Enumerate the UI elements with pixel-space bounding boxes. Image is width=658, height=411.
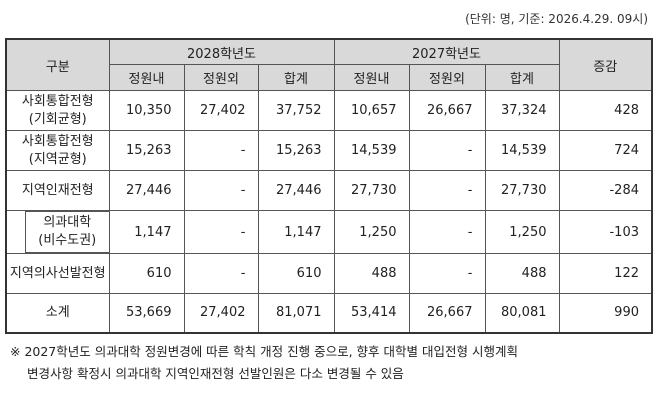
label-line: 지역인재전형 bbox=[21, 182, 94, 198]
table-cell: 27,730 bbox=[333, 170, 410, 211]
table-cell: 1,147 bbox=[108, 210, 185, 254]
table-cell: 14,539 bbox=[333, 130, 410, 171]
label-line: 소계 bbox=[45, 304, 70, 320]
table-cell: 53,414 bbox=[333, 293, 410, 333]
row-label: 소계 bbox=[5, 293, 110, 333]
table-cell: - bbox=[183, 253, 259, 294]
table-cell: 990 bbox=[558, 293, 653, 333]
table-cell: - bbox=[408, 170, 486, 211]
table-cell: 724 bbox=[558, 130, 653, 171]
table-cell: 488 bbox=[484, 253, 560, 294]
table-cell: 610 bbox=[257, 253, 335, 294]
table-cell: - bbox=[183, 130, 259, 171]
table-cell: 488 bbox=[333, 253, 410, 294]
table-cell: 10,350 bbox=[108, 90, 185, 131]
table-row: 사회통합전형 (기회균형) 10,350 27,402 37,752 10,657 26,6… bbox=[5, 90, 653, 131]
table-cell: 428 bbox=[558, 90, 653, 131]
table-row: 지역인재전형 27,446-27,446 27,730-27,730 -284 bbox=[5, 170, 653, 211]
header-cell: 증감 bbox=[558, 38, 653, 91]
table-cell: 14,539 bbox=[484, 130, 560, 171]
table-cell: 1,250 bbox=[333, 210, 410, 254]
footnote-line: ※ 2027학년도 의과대학 정원변경에 따른 학칙 개정 진행 중으로, 향후… bbox=[10, 344, 518, 359]
table-row: 소계 53,669 27,402 81,071 53,414 26,667 80,081 99… bbox=[5, 293, 653, 333]
header-cell: 구분 bbox=[5, 38, 110, 91]
table-cell: 26,667 bbox=[408, 293, 486, 333]
table-cell: 27,446 bbox=[257, 170, 335, 211]
data-table: 구분 2028학년도 2027학년도 증감 정원내 정원외 합계 정원내 정원외 합계 사회통합전… bbox=[5, 38, 653, 334]
label-line: 지역의사선발전형 bbox=[9, 265, 106, 281]
label-line: (지역균형) bbox=[28, 151, 87, 167]
header-group: 2027학년도 bbox=[333, 38, 560, 65]
label-line: (비수도권) bbox=[38, 233, 97, 248]
table-cell: 27,446 bbox=[108, 170, 185, 211]
table-cell: -103 bbox=[558, 210, 653, 254]
label-box: 사회통합전형 (지역균형) bbox=[7, 133, 109, 169]
table-row: 사회통합전형 (지역균형) 15,263-15,263 14,539-14,539 72… bbox=[5, 130, 653, 171]
label-line: 의과대학 bbox=[43, 215, 92, 230]
header-cell: 정원외 bbox=[408, 64, 486, 91]
table-cell: 610 bbox=[108, 253, 185, 294]
label-line: 사회통합전형 bbox=[21, 133, 94, 149]
footnote: ※ 2027학년도 의과대학 정원변경에 따른 학칙 개정 진행 중으로, 향후… bbox=[10, 341, 518, 385]
header-cell: 정원내 bbox=[333, 64, 410, 91]
table-row: 의과대학 (비수도권) 1,147-1,147 1,250-1,250 -103 bbox=[5, 210, 653, 254]
table-cell: 37,324 bbox=[484, 90, 560, 131]
label-line: 사회통합전형 bbox=[21, 93, 94, 109]
table-cell: 15,263 bbox=[108, 130, 185, 171]
header-cell: 정원외 bbox=[183, 64, 259, 91]
footnote-line: 변경사항 확정시 의과대학 지역인재전형 선발인원은 다소 변경될 수 있음 bbox=[27, 366, 404, 381]
table-cell: - bbox=[408, 130, 486, 171]
label-box: 의과대학 (비수도권) bbox=[25, 211, 109, 253]
table-cell: 80,081 bbox=[484, 293, 560, 333]
table-cell: 26,667 bbox=[408, 90, 486, 131]
table-cell: 10,657 bbox=[333, 90, 410, 131]
row-label: 지역인재전형 bbox=[5, 170, 110, 211]
table-cell: - bbox=[183, 170, 259, 211]
table-cell: 1,250 bbox=[484, 210, 560, 254]
table-cell: 53,669 bbox=[108, 293, 185, 333]
table-cell: 27,402 bbox=[183, 293, 259, 333]
table-row: 지역의사선발전형 610-610 488-488 122 bbox=[5, 253, 653, 294]
label-line: (기회균형) bbox=[28, 111, 87, 127]
table-cell: 27,402 bbox=[183, 90, 259, 131]
label-box: 소계 bbox=[7, 304, 109, 322]
header-cell: 합계 bbox=[257, 64, 335, 91]
table-cell: 37,752 bbox=[257, 90, 335, 131]
table-cell: 1,147 bbox=[257, 210, 335, 254]
table-cell: - bbox=[408, 253, 486, 294]
label-box: 사회통합전형 (기회균형) bbox=[7, 93, 109, 129]
table-cell: -284 bbox=[558, 170, 653, 211]
header-cell: 정원내 bbox=[108, 64, 185, 91]
row-label: 의과대학 (비수도권) bbox=[5, 210, 110, 254]
table-cell: 122 bbox=[558, 253, 653, 294]
table-cell: - bbox=[183, 210, 259, 254]
row-label: 지역의사선발전형 bbox=[5, 253, 110, 294]
label-box: 지역의사선발전형 bbox=[7, 265, 109, 283]
header-group: 2028학년도 bbox=[108, 38, 335, 65]
table-cell: - bbox=[408, 210, 486, 254]
table-cell: 81,071 bbox=[257, 293, 335, 333]
header-cell: 합계 bbox=[484, 64, 560, 91]
label-box: 지역인재전형 bbox=[7, 182, 109, 200]
table-cell: 15,263 bbox=[257, 130, 335, 171]
row-label: 사회통합전형 (지역균형) bbox=[5, 130, 110, 171]
row-label: 사회통합전형 (기회균형) bbox=[5, 90, 110, 131]
table-cell: 27,730 bbox=[484, 170, 560, 211]
unit-note: (단위: 명, 기준: 2026.4.29. 09시) bbox=[465, 12, 648, 26]
